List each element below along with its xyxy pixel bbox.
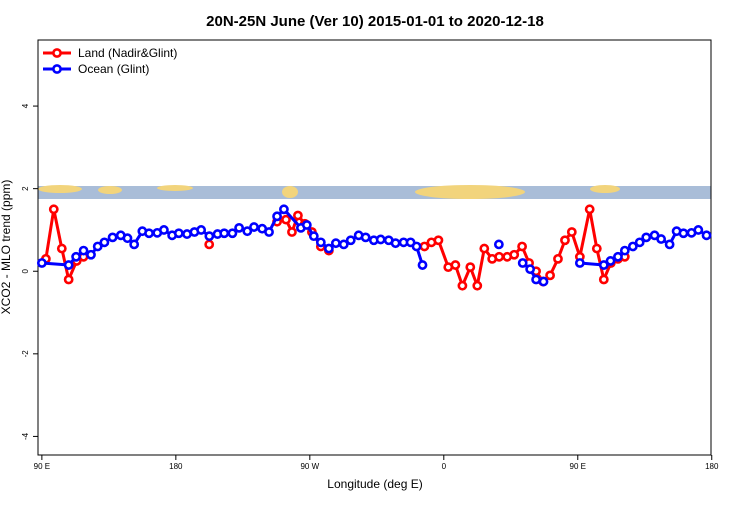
legend-marker	[52, 48, 62, 58]
data-point	[627, 241, 638, 252]
map-strip	[38, 185, 711, 199]
data-point	[411, 241, 422, 252]
data-point	[122, 233, 133, 244]
chart-title: 20N-25N June (Ver 10) 2015-01-01 to 2020…	[206, 13, 544, 30]
data-point	[63, 260, 74, 270]
data-point	[281, 214, 291, 225]
data-point	[574, 258, 585, 268]
x-tick-label: 90 E	[34, 462, 50, 471]
legend-marker	[52, 64, 62, 74]
data-point	[345, 235, 356, 246]
data-point	[619, 245, 630, 256]
x-tick-label: 0	[442, 462, 447, 471]
data-point	[301, 220, 312, 230]
legend-label: Ocean (Glint)	[78, 62, 149, 76]
data-point	[36, 258, 47, 268]
data-point	[308, 231, 319, 242]
legend-label: Land (Nadir&Glint)	[78, 46, 177, 60]
data-point	[249, 222, 259, 232]
data-point	[375, 234, 386, 245]
data-point	[92, 241, 103, 252]
data-point	[656, 234, 667, 244]
plot-frame	[37, 39, 712, 456]
x-tick-label: 180	[705, 462, 719, 471]
data-point	[144, 228, 154, 239]
data-point	[450, 260, 461, 270]
y-tick-label: 2	[21, 186, 30, 191]
data-point	[553, 253, 563, 264]
data-point	[598, 260, 609, 270]
data-point	[584, 204, 595, 215]
data-point	[71, 251, 82, 262]
data-point	[417, 260, 428, 270]
data-point	[465, 262, 476, 273]
data-point	[56, 243, 67, 254]
data-point	[360, 232, 371, 243]
data-point	[204, 231, 215, 242]
data-point	[279, 204, 289, 215]
data-point	[566, 227, 577, 237]
data-point	[634, 237, 645, 248]
data-point	[545, 270, 555, 281]
data-point	[598, 274, 609, 285]
data-point	[701, 230, 712, 241]
data-point	[605, 256, 616, 266]
data-point	[227, 228, 238, 239]
data-point	[433, 235, 444, 246]
y-axis-label: XCO2 - MLO trend (ppm)	[0, 180, 13, 315]
data-point	[196, 225, 207, 235]
data-point	[264, 227, 274, 237]
data-point	[641, 232, 652, 243]
data-point	[323, 243, 334, 254]
data-point	[293, 210, 303, 221]
x-tick-label: 90 W	[300, 462, 319, 471]
data-point	[531, 274, 541, 285]
data-point	[204, 239, 215, 250]
data-point	[591, 243, 602, 254]
data-point	[494, 251, 505, 262]
data-point	[63, 274, 74, 285]
data-point	[613, 251, 623, 262]
data-point	[560, 235, 570, 246]
y-tick-label: -2	[21, 350, 30, 358]
y-tick-label: -4	[21, 432, 30, 440]
data-point	[678, 228, 689, 239]
data-point	[390, 238, 401, 249]
data-point	[234, 222, 245, 233]
data-point	[99, 237, 110, 248]
y-tick-label: 4	[21, 103, 30, 108]
x-tick-label: 90 E	[570, 462, 586, 471]
data-point	[86, 249, 96, 260]
data-point	[78, 245, 89, 256]
data-point	[182, 229, 192, 239]
data-point	[129, 239, 140, 250]
y-tick-label: 0	[21, 268, 30, 273]
data-point	[173, 228, 184, 239]
data-point	[693, 225, 704, 235]
data-point	[315, 237, 326, 248]
data-point	[509, 249, 520, 260]
x-axis-label: Longitude (deg E)	[327, 477, 422, 491]
data-point	[525, 264, 536, 275]
data-point	[159, 225, 169, 235]
data-point	[219, 228, 230, 239]
data-point	[107, 232, 118, 243]
data-point	[330, 238, 341, 249]
data-point	[338, 239, 349, 250]
data-point	[538, 276, 549, 287]
data-point	[287, 227, 297, 237]
data-point	[457, 280, 468, 291]
data-point	[517, 258, 528, 268]
data-point	[48, 204, 59, 215]
data-point	[664, 239, 675, 250]
data-point	[272, 211, 282, 222]
data-point	[493, 239, 504, 250]
data-point	[479, 243, 490, 254]
data-point	[242, 226, 253, 237]
data-point	[472, 280, 483, 291]
x-tick-label: 180	[169, 462, 183, 471]
data-point	[517, 241, 527, 252]
